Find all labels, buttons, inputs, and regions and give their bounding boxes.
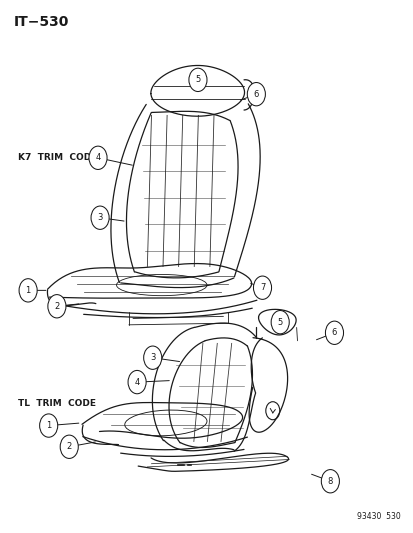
Text: 93430  530: 93430 530 [356, 512, 399, 521]
Text: 5: 5 [277, 318, 282, 327]
Text: IT−530: IT−530 [14, 14, 69, 29]
Text: 2: 2 [66, 442, 72, 451]
Circle shape [188, 68, 206, 92]
Circle shape [325, 321, 343, 344]
Circle shape [143, 346, 161, 369]
Text: 6: 6 [331, 328, 336, 337]
Circle shape [128, 370, 146, 394]
Circle shape [271, 311, 289, 334]
Text: 3: 3 [150, 353, 155, 362]
Text: 7: 7 [259, 283, 265, 292]
Text: K7  TRIM  CODE: K7 TRIM CODE [18, 154, 97, 163]
Text: 4: 4 [95, 154, 100, 163]
Text: 3: 3 [97, 213, 102, 222]
Text: TL  TRIM  CODE: TL TRIM CODE [18, 399, 95, 408]
Text: 8: 8 [327, 477, 332, 486]
Text: 2: 2 [54, 302, 59, 311]
Text: 5: 5 [195, 75, 200, 84]
Circle shape [19, 279, 37, 302]
Circle shape [48, 295, 66, 318]
Circle shape [253, 276, 271, 300]
Text: 1: 1 [26, 286, 31, 295]
Text: 4: 4 [134, 377, 139, 386]
Circle shape [320, 470, 339, 493]
Text: 1: 1 [46, 421, 51, 430]
Text: 6: 6 [253, 90, 259, 99]
Circle shape [40, 414, 57, 437]
Circle shape [247, 83, 265, 106]
Circle shape [60, 435, 78, 458]
Circle shape [89, 146, 107, 169]
Circle shape [91, 206, 109, 229]
